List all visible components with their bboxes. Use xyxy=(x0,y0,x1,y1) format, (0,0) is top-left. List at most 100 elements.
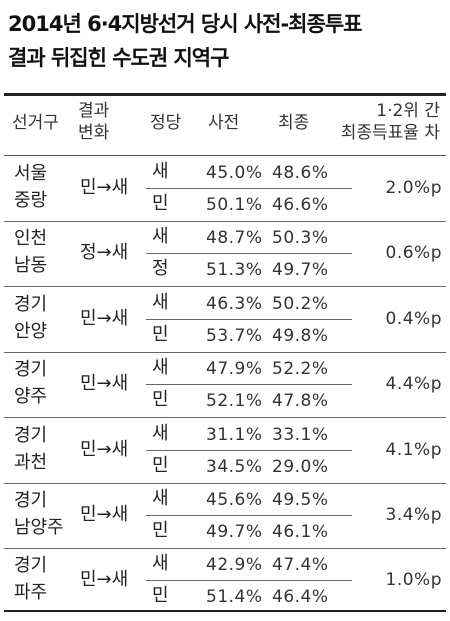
district-line1: 경기 xyxy=(14,293,48,315)
row-divider xyxy=(4,548,446,549)
party-divider xyxy=(146,188,352,189)
district-line2: 남동 xyxy=(14,255,48,277)
early-first: 42.9% xyxy=(206,555,263,576)
final-second: 49.8% xyxy=(272,325,329,346)
early-first: 48.7% xyxy=(206,228,263,249)
final-gap: 0.4%p xyxy=(385,308,442,329)
district-line2: 남양주 xyxy=(14,517,64,538)
result-change: 민→새 xyxy=(80,177,129,198)
header-result-change-line2: 변화 xyxy=(78,123,110,143)
header-result-change: 결과 변화 xyxy=(78,100,109,144)
district-line2: 안양 xyxy=(14,320,48,342)
district-line1: 경기 xyxy=(14,359,48,381)
result-change: 민→새 xyxy=(80,438,129,460)
chart-title: 2014년 6·4지방선거 당시 사전-최종투표 xyxy=(8,12,362,36)
early-second: 34.5% xyxy=(206,456,263,477)
row-divider xyxy=(4,286,446,288)
party-divider xyxy=(146,580,352,582)
final-first: 50.3% xyxy=(272,228,329,249)
final-first: 50.2% xyxy=(272,293,329,314)
party-first: 새 xyxy=(152,488,169,509)
final-first: 49.5% xyxy=(272,490,329,510)
final-second: 29.0% xyxy=(272,456,329,477)
header-party: 정당 xyxy=(150,113,182,133)
final-first: 48.6% xyxy=(272,163,329,183)
final-gap: 3.4%p xyxy=(385,505,442,525)
table-row: 경기 과천 민→새 새 31.1% 33.1% 민 34.5% 29.0% 4.1%p xyxy=(0,418,450,484)
table-top-rule xyxy=(4,93,446,96)
district-line1: 경기 xyxy=(14,424,48,446)
result-change: 민→새 xyxy=(80,373,129,395)
party-divider xyxy=(146,515,352,516)
party-divider xyxy=(146,253,352,255)
header-early: 사전 xyxy=(208,113,240,133)
final-first: 47.4% xyxy=(272,555,329,576)
final-second: 46.6% xyxy=(272,195,329,215)
final-gap: 1.0%p xyxy=(385,570,442,591)
header-rule xyxy=(4,155,446,156)
table-bottom-rule xyxy=(4,610,446,612)
early-first: 45.0% xyxy=(206,163,263,183)
header-final: 최종 xyxy=(278,113,310,133)
table-row: 경기 파주 민→새 새 42.9% 47.4% 민 51.4% 46.4% 1.0%p xyxy=(0,548,450,614)
early-second: 50.1% xyxy=(206,195,263,215)
party-divider xyxy=(146,384,352,386)
early-second: 51.3% xyxy=(206,260,263,281)
header-result-change-line1: 결과 xyxy=(78,101,110,121)
result-change: 민→새 xyxy=(80,569,129,591)
district-name: 경기 파주 xyxy=(14,552,47,606)
early-first: 46.3% xyxy=(206,293,263,314)
final-first: 52.2% xyxy=(272,359,329,380)
final-gap: 0.6%p xyxy=(385,243,442,264)
district-line2: 과천 xyxy=(14,451,48,473)
early-second: 52.1% xyxy=(206,391,263,412)
final-gap: 2.0%p xyxy=(385,178,442,198)
header-gap: 1·2위 간 최종득표율 차 xyxy=(341,100,440,144)
header-gap-line1: 1·2위 간 xyxy=(376,101,440,121)
chart-subtitle: 결과 뒤집힌 수도권 지역구 xyxy=(8,46,229,70)
result-change: 민→새 xyxy=(80,504,129,525)
header-district: 선거구 xyxy=(12,113,59,133)
row-divider xyxy=(4,351,446,353)
final-gap: 4.1%p xyxy=(385,439,442,460)
row-divider xyxy=(4,482,446,484)
district-line1: 인천 xyxy=(14,228,48,250)
district-line2: 파주 xyxy=(14,582,48,604)
final-second: 47.8% xyxy=(272,391,329,412)
party-second: 민 xyxy=(152,193,169,214)
party-first: 새 xyxy=(152,226,169,248)
early-first: 31.1% xyxy=(206,424,263,445)
row-divider xyxy=(4,417,446,419)
early-second: 53.7% xyxy=(206,325,263,346)
party-divider xyxy=(146,318,352,320)
early-second: 51.4% xyxy=(206,587,263,608)
final-second: 46.1% xyxy=(272,522,329,542)
early-second: 49.7% xyxy=(206,522,263,542)
party-first: 새 xyxy=(152,291,169,313)
header-gap-line2: 최종득표율 차 xyxy=(340,123,440,143)
party-second: 정 xyxy=(152,258,169,280)
early-first: 45.6% xyxy=(206,490,263,510)
result-change: 정→새 xyxy=(80,242,129,264)
party-second: 민 xyxy=(152,389,169,411)
final-gap: 4.4%p xyxy=(385,374,442,395)
row-divider xyxy=(4,221,446,222)
district-line2: 양주 xyxy=(14,386,48,408)
early-first: 47.9% xyxy=(206,359,263,380)
party-first: 새 xyxy=(152,553,169,575)
district-line1: 경기 xyxy=(14,490,48,511)
district-line2: 중랑 xyxy=(14,190,48,211)
party-first: 새 xyxy=(152,357,169,379)
final-first: 33.1% xyxy=(272,424,329,445)
table-row: 서울 중랑 민→새 새 45.0% 48.6% 민 50.1% 46.6% 2.0%p xyxy=(0,156,450,222)
final-second: 49.7% xyxy=(272,260,329,281)
final-second: 46.4% xyxy=(272,587,329,608)
district-line1: 서울 xyxy=(14,163,48,184)
